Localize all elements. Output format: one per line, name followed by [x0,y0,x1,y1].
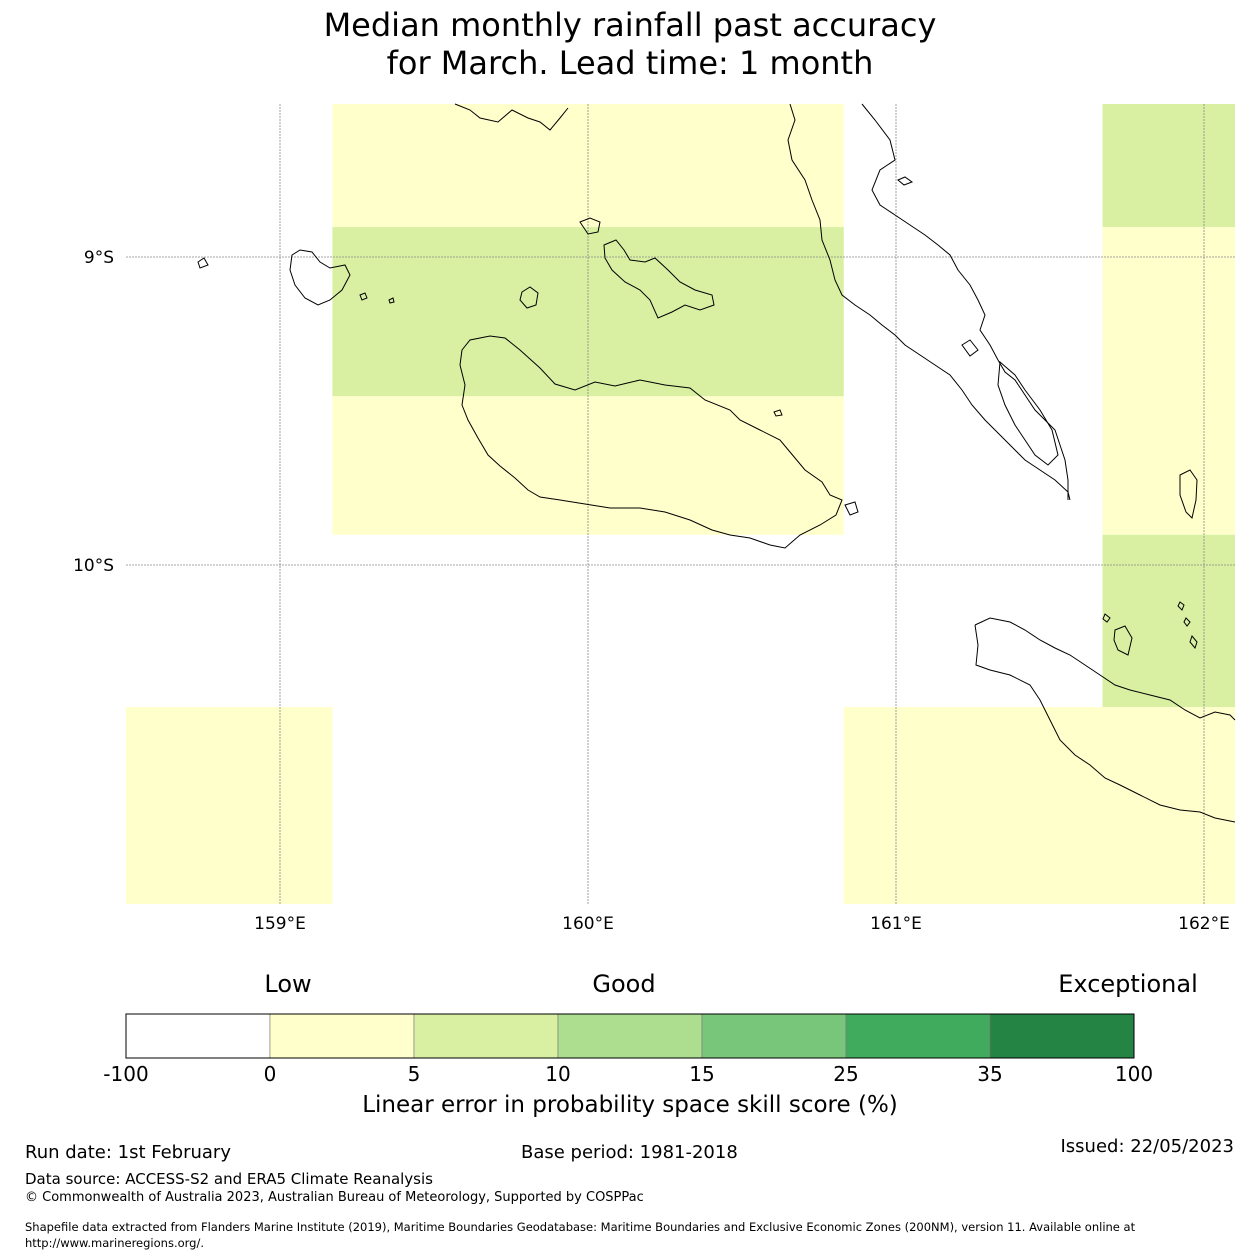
colorbar-segment-5 [845,1013,991,1059]
shapefile-credit-line-1: Shapefile data extracted from Flanders M… [25,1220,1136,1234]
map-title: Median monthly rainfall past accuracy fo… [0,6,1260,82]
makira-coast [974,617,1236,721]
colorbar-tick-4: 15 [689,1062,715,1086]
issued-date: Issued: 22/05/2023 [1060,1136,1234,1157]
title-line-2: for March. Lead time: 1 month [386,44,874,82]
small-island-10 [1183,617,1191,627]
small-island-13 [844,501,859,516]
data-source: Data source: ACCESS-S2 and ERA5 Climate … [25,1170,433,1188]
lat-label-10s: 10°S [73,556,114,576]
small-island-11 [1189,634,1198,650]
colorbar-tick-1: 0 [263,1062,277,1086]
small-island-4 [359,292,368,301]
small-island-7 [1113,625,1133,656]
run-date: Run date: 1st February [25,1142,231,1163]
guadalcanal-island [459,335,843,549]
skill-cell-3 [1102,104,1235,228]
malaita-east-coast [861,103,1069,500]
lon-label-159e: 159°E [254,914,306,934]
skill-cells [126,104,1235,904]
colorbar-segment-1 [269,1013,415,1059]
maramasike-island [997,360,1059,466]
small-island-9 [1177,601,1185,611]
colorbar-outline [125,1013,1135,1059]
title-line-1: Median monthly rainfall past accuracy [323,6,937,44]
coastlines [197,103,1236,823]
copyright: © Commonwealth of Australia 2023, Austra… [25,1190,644,1205]
colorbar-word-exceptional: Exceptional [1058,970,1198,998]
colorbar-word-low: Low [264,970,312,998]
colorbar-label: Linear error in probability space skill … [362,1092,898,1118]
colorbar-segment-0 [125,1013,271,1059]
russell-islands [289,249,351,306]
lon-label-160e: 160°E [562,914,614,934]
lon-label-162e: 162°E [1178,914,1230,934]
new-georgia-coast [454,103,569,131]
colorbar-tick-5: 25 [833,1062,859,1086]
graticule [126,104,1235,904]
small-island-6 [961,339,979,357]
shapefile-credit-line-2: http://www.marineregions.org/. [25,1236,204,1250]
colorbar-segment-6 [989,1013,1135,1059]
savo-island [519,286,539,309]
colorbar-tick-3: 10 [545,1062,571,1086]
skill-cell-5 [1102,534,1235,708]
small-island-3 [388,297,395,304]
makira-south-coast [974,624,1236,823]
colorbar-word-good: Good [592,970,656,998]
colorbar-tick-0: -100 [103,1062,149,1086]
colorbar-segment-2 [413,1013,559,1059]
colorbar-tick-6: 35 [977,1062,1003,1086]
skill-cell-7 [843,707,1235,904]
colorbar-tick-2: 5 [407,1062,421,1086]
small-island-2 [197,257,209,269]
florida-islands [603,239,715,319]
skill-cell-4 [1102,227,1235,535]
skill-cell-6 [126,707,333,904]
small-island-8 [1102,613,1111,623]
small-island-12 [773,409,783,417]
base-period: Base period: 1981-2018 [521,1142,738,1163]
skill-map: 9°S 10°S 159°E 160°E 161°E 162°E [73,103,1236,934]
small-island-1 [579,217,601,235]
colorbar-segment-3 [557,1013,703,1059]
lon-label-161e: 161°E [870,914,922,934]
malaita-west-coast [787,103,1071,501]
colorbar-segment-4 [701,1013,847,1059]
colorbar [125,1013,1135,1059]
lat-label-9s: 9°S [84,248,114,268]
ulawa-island [1179,469,1198,519]
small-island-5 [897,176,914,186]
colorbar-tick-7: 100 [1114,1062,1154,1086]
